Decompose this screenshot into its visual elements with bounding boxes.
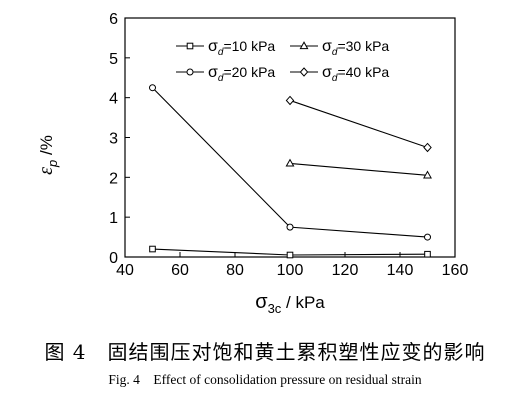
legend-marker xyxy=(186,68,194,76)
data-point xyxy=(286,223,294,231)
x-tick-label: 140 xyxy=(387,262,414,279)
y-axis-label-symbol: ε xyxy=(35,167,57,175)
series-circle xyxy=(149,84,431,241)
data-point xyxy=(149,84,156,92)
legend-item: σd=20 kPa xyxy=(176,64,275,84)
legend-marker xyxy=(186,42,194,50)
data-point xyxy=(149,245,156,253)
legend-label: σd=20 kPa xyxy=(208,64,275,84)
figure-caption-chinese: 图 4 固结围压对饱和黄土累积塑性应变的影响 xyxy=(44,340,486,364)
y-tick-label: 1 xyxy=(109,210,118,227)
legend-label: σd=10 kPa xyxy=(208,38,275,58)
y-tick-label: 4 xyxy=(109,91,118,108)
y-tick-label: 6 xyxy=(109,11,118,28)
legend-label: σd=40 kPa xyxy=(322,64,389,84)
x-tick-label: 160 xyxy=(442,262,469,279)
x-tick-label: 60 xyxy=(171,262,189,279)
data-point xyxy=(285,158,295,167)
y-tick-label: 2 xyxy=(109,170,118,187)
legend-item: σd=10 kPa xyxy=(176,38,275,58)
figure-caption-english: Fig. 4 Effect of consolidation pressure … xyxy=(108,372,422,387)
legend: σd=10 kPa σd=30 kPa σd=20 kPa σd=40 kPa xyxy=(176,38,389,84)
plot-frame xyxy=(124,17,456,258)
chart: 40 60 80 100 120 140 160 0 1 2 3 4 5 6 σd=10 kPa σd=30… xyxy=(35,11,468,316)
series-line xyxy=(289,99,428,148)
x-axis-label-symbol: σ xyxy=(255,291,268,313)
series-line xyxy=(289,162,428,176)
data-point xyxy=(424,250,431,258)
legend-item: σd=40 kPa xyxy=(290,64,389,84)
y-axis-label-unit: /% xyxy=(37,135,56,160)
x-axis-label-subscript: 3c xyxy=(268,301,282,316)
series-layer xyxy=(149,84,432,259)
data-point xyxy=(285,95,295,106)
legend-marker xyxy=(299,41,309,50)
y-axis-label-subscript: p xyxy=(45,160,60,168)
data-point xyxy=(423,170,432,179)
y-axis-label: εp /% xyxy=(35,135,60,175)
data-point xyxy=(424,233,431,241)
y-tick-label: 5 xyxy=(109,51,118,68)
legend-item: σd=30 kPa xyxy=(290,38,389,58)
series-diamond xyxy=(285,95,432,153)
x-tick-label: 120 xyxy=(332,262,359,279)
legend-label: σd=30 kPa xyxy=(322,38,389,58)
data-point xyxy=(286,251,294,259)
legend-marker xyxy=(299,67,309,77)
axis-ticks: 40 60 80 100 120 140 160 0 1 2 3 4 5 6 xyxy=(109,11,468,279)
x-axis-label-unit: / kPa xyxy=(281,293,325,312)
x-tick-label: 100 xyxy=(277,262,304,279)
series-triangle xyxy=(285,158,432,179)
series-square xyxy=(149,245,431,259)
x-tick-label: 80 xyxy=(226,262,244,279)
y-tick-label: 0 xyxy=(109,250,118,267)
y-tick-label: 3 xyxy=(109,131,118,148)
data-point xyxy=(423,142,432,153)
x-tick-label: 40 xyxy=(116,262,134,279)
x-axis-label: σ3c / kPa xyxy=(255,291,325,316)
